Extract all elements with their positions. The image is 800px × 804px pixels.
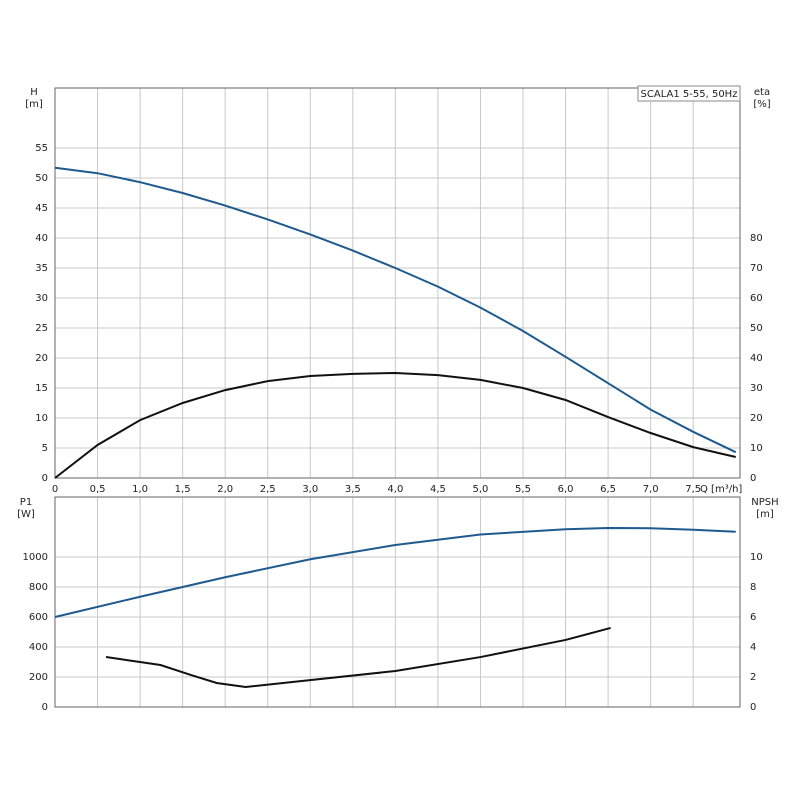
y2-tick-label: 0 [750, 473, 756, 484]
y-tick-label: 45 [35, 203, 48, 214]
y-tick-label: 30 [35, 293, 48, 304]
y2-tick-label: 6 [750, 612, 756, 623]
x-tick-label: 2,0 [217, 484, 233, 495]
x-tick-label: 6,0 [558, 484, 574, 495]
y2-axis-label: NPSH [751, 497, 778, 508]
y-tick-label: 1000 [23, 552, 48, 563]
curve [54, 527, 736, 618]
y2-tick-label: 60 [750, 293, 763, 304]
y-tick-label: 20 [35, 353, 48, 364]
y-tick-label: 0 [42, 473, 48, 484]
y-tick-label: 15 [35, 383, 48, 394]
y2-tick-label: 8 [750, 582, 756, 593]
y2-tick-label: 20 [750, 413, 763, 424]
y2-tick-label: 2 [750, 672, 756, 683]
x-axis-label: Q [m³/h] [700, 484, 742, 495]
y2-tick-label: 10 [750, 552, 763, 563]
x-tick-label: 7,5 [685, 484, 701, 495]
curve [105, 626, 611, 689]
y-axis-label: P1 [20, 497, 32, 508]
y-tick-label: 55 [35, 143, 48, 154]
y2-tick-label: 10 [750, 443, 763, 454]
y-tick-label: 40 [35, 233, 48, 244]
x-tick-label: 0 [52, 484, 58, 495]
y-tick-label: 600 [29, 612, 48, 623]
y-tick-label: 400 [29, 642, 48, 653]
bottom-plot-frame [54, 496, 741, 708]
y-axis-label: H [30, 87, 38, 98]
y2-axis-unit: [m] [756, 509, 774, 520]
x-tick-label: 5,5 [515, 484, 531, 495]
x-tick-label: 3,5 [345, 484, 361, 495]
y2-tick-label: 4 [750, 642, 756, 653]
curve [54, 166, 737, 454]
legend-box [637, 85, 741, 102]
y-axis-unit: [W] [17, 509, 35, 520]
y2-tick-label: 80 [750, 233, 763, 244]
legend-text: SCALA1 5-55, 50Hz [641, 89, 738, 100]
y2-tick-label: 40 [750, 353, 763, 364]
y2-tick-label: 50 [750, 323, 763, 334]
x-tick-label: 3,0 [302, 484, 318, 495]
y2-tick-label: 30 [750, 383, 763, 394]
x-tick-label: 5,0 [473, 484, 489, 495]
y2-tick-label: 0 [750, 702, 756, 713]
y-tick-label: 200 [29, 672, 48, 683]
x-tick-label: 1,5 [175, 484, 191, 495]
y-tick-label: 0 [42, 702, 48, 713]
x-tick-label: 0,5 [90, 484, 106, 495]
y2-axis-unit: [%] [753, 99, 770, 110]
y-tick-label: 25 [35, 323, 48, 334]
y2-axis-label: eta [754, 87, 770, 98]
x-tick-label: 4,0 [387, 484, 403, 495]
y-tick-label: 5 [42, 443, 48, 454]
y2-tick-label: 70 [750, 263, 763, 274]
x-tick-label: 4,5 [430, 484, 446, 495]
y-tick-label: 10 [35, 413, 48, 424]
x-tick-label: 7,0 [643, 484, 659, 495]
x-tick-label: 6,5 [600, 484, 616, 495]
top-plot-frame [54, 87, 741, 479]
x-tick-label: 1,0 [132, 484, 148, 495]
y-axis-unit: [m] [25, 99, 43, 110]
y-tick-label: 50 [35, 173, 48, 184]
y-tick-label: 800 [29, 582, 48, 593]
y-tick-label: 35 [35, 263, 48, 274]
curve [54, 371, 736, 479]
x-tick-label: 2,5 [260, 484, 276, 495]
